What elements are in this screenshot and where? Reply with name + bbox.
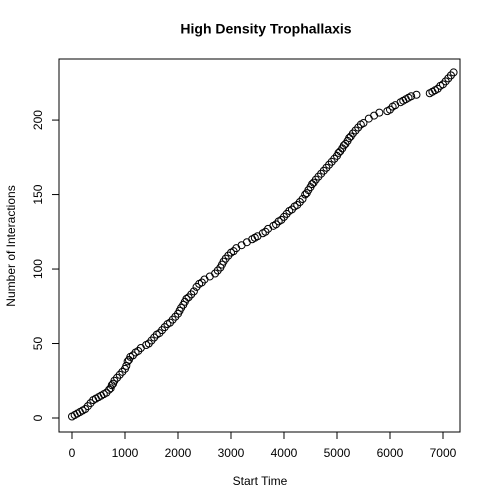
y-tick-label: 200 bbox=[31, 110, 45, 130]
data-point bbox=[407, 92, 416, 101]
x-tick-label: 0 bbox=[69, 446, 76, 460]
plot-frame bbox=[58, 58, 461, 433]
x-tick-label: 6000 bbox=[377, 446, 404, 460]
y-tick-label: 0 bbox=[31, 414, 45, 421]
y-tick-label: 100 bbox=[31, 259, 45, 279]
data-point bbox=[205, 272, 214, 281]
data-point bbox=[364, 114, 373, 123]
data-point bbox=[237, 241, 246, 250]
data-point bbox=[412, 90, 421, 99]
y-tick-label: 150 bbox=[31, 184, 45, 204]
x-axis-label: Start Time bbox=[233, 474, 288, 488]
data-point bbox=[298, 195, 307, 204]
y-tick-label: 50 bbox=[31, 337, 45, 351]
x-tick-label: 1000 bbox=[112, 446, 139, 460]
x-tick-label: 3000 bbox=[218, 446, 245, 460]
data-point bbox=[182, 294, 191, 303]
data-point bbox=[359, 119, 368, 128]
data-point bbox=[189, 287, 198, 296]
x-tick-label: 2000 bbox=[165, 446, 192, 460]
x-tick-label: 5000 bbox=[324, 446, 351, 460]
chart-title: High Density Trophallaxis bbox=[180, 21, 351, 37]
data-point bbox=[449, 68, 458, 77]
data-point bbox=[105, 385, 114, 394]
data-point bbox=[242, 238, 251, 247]
y-axis-label: Number of Interactions bbox=[4, 185, 18, 306]
x-tick-label: 7000 bbox=[430, 446, 457, 460]
data-point bbox=[107, 381, 116, 390]
data-point bbox=[375, 108, 384, 117]
data-point bbox=[123, 357, 132, 366]
x-tick-label: 4000 bbox=[271, 446, 298, 460]
data-point bbox=[370, 111, 379, 120]
